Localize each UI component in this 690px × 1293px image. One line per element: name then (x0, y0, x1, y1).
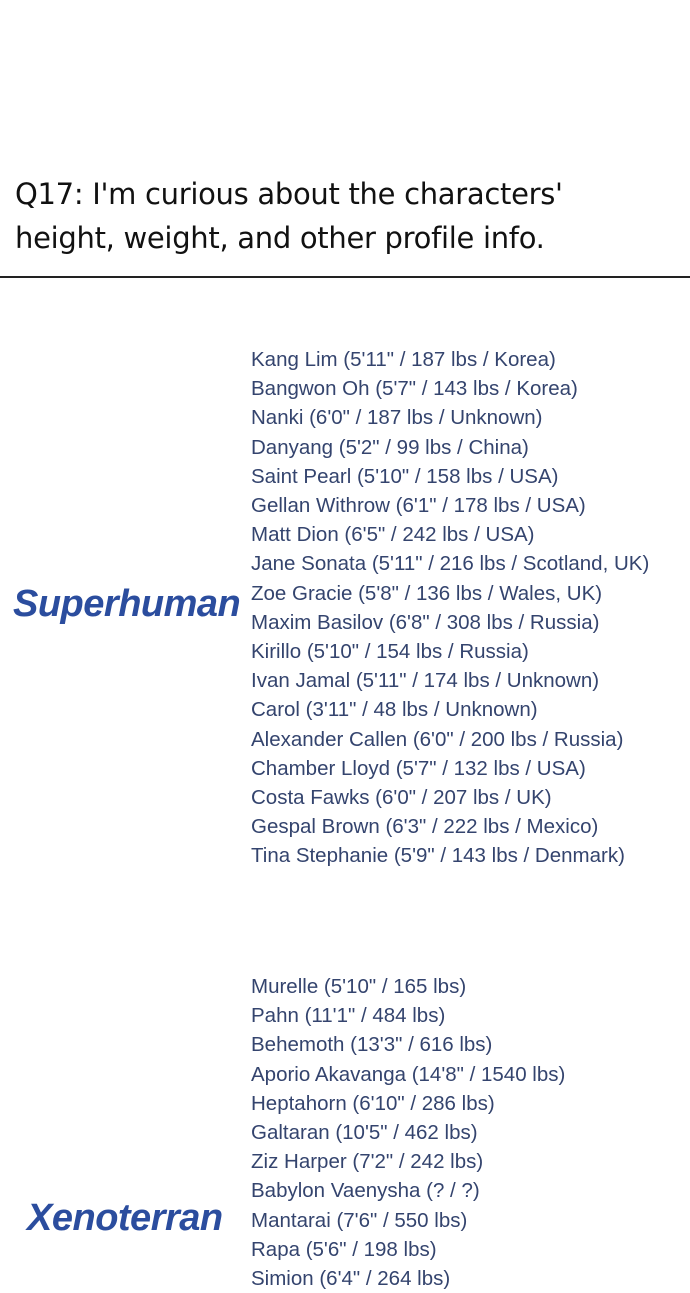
list-item: Galtaran (10'5" / 462 lbs) (251, 1121, 478, 1145)
list-item: Alexander Callen (6'0" / 200 lbs / Russi… (251, 727, 624, 751)
list-item: Nanki (6'0" / 187 lbs / Unknown) (251, 406, 543, 430)
list-item: Murelle (5'10" / 165 lbs) (251, 975, 467, 998)
list-item: Costa Fawks (6'0" / 207 lbs / UK) (251, 786, 552, 810)
list-item: Matt Dion (6'5" / 242 lbs / USA) (251, 523, 535, 547)
list-item: Bangwon Oh (5'7" / 143 lbs / Korea) (251, 377, 578, 401)
list-item: Carol (3'11" / 48 lbs / Unknown) (251, 698, 538, 722)
list-item: Saint Pearl (5'10" / 158 lbs / USA) (251, 464, 559, 488)
question-line: height, weight, and other profile info. (15, 221, 545, 255)
list-item: Danyang (5'2" / 99 lbs / China) (251, 435, 529, 459)
superhuman-list: Kang Lim (5'11" / 187 lbs / Korea) Bangwo… (251, 345, 649, 871)
list-item: Ivan Jamal (5'11" / 174 lbs / Unknown) (251, 669, 600, 693)
section-label-superhuman: Superhuman (13, 583, 241, 625)
list-item: Simion (6'4" / 264 lbs) (251, 1267, 451, 1291)
list-item: Behemoth (13'3" / 616 lbs) (251, 1033, 493, 1057)
list-item: Heptahorn (6'10" / 286 lbs) (251, 1091, 495, 1115)
list-item: Kang Lim (5'11" / 187 lbs / Korea) (251, 348, 556, 371)
list-item: Jane Sonata (5'11" / 216 lbs / Scotland,… (251, 552, 650, 576)
list-item: Zoe Gracie (5'8" / 136 lbs / Wales, UK) (251, 581, 603, 605)
xenoterran-list: Murelle (5'10" / 165 lbs) Pahn (11'1" / 4… (251, 972, 565, 1293)
list-item: Gellan Withrow (6'1" / 178 lbs / USA) (251, 494, 586, 518)
list-item: Aporio Akavanga (14'8" / 1540 lbs) (251, 1062, 566, 1086)
section-label-xenoterran: Xenoterran (27, 1197, 223, 1239)
list-item: Kirillo (5'10" / 154 lbs / Russia) (251, 640, 529, 664)
list-item: Gespal Brown (6'3" / 222 lbs / Mexico) (251, 815, 599, 839)
divider (0, 276, 690, 278)
list-item: Pahn (11'1" / 484 lbs) (251, 1004, 446, 1028)
list-item: Ziz Harper (7'2" / 242 lbs) (251, 1150, 484, 1174)
list-item: Mantarai (7'6" / 550 lbs) (251, 1208, 468, 1232)
list-item: Tina Stephanie (5'9" / 143 lbs / Denmark… (251, 844, 625, 868)
list-item: Rapa (5'6" / 198 lbs) (251, 1237, 437, 1261)
list-item: Babylon Vaenysha (? / ?) (251, 1179, 480, 1203)
list-item: Chamber Lloyd (5'7" / 132 lbs / USA) (251, 756, 586, 780)
question-title: Q17: I'm curious about the characters' h… (15, 172, 563, 260)
question-line: Q17: I'm curious about the characters' (15, 177, 563, 211)
list-item: Maxim Basilov (6'8" / 308 lbs / Russia) (251, 610, 600, 634)
